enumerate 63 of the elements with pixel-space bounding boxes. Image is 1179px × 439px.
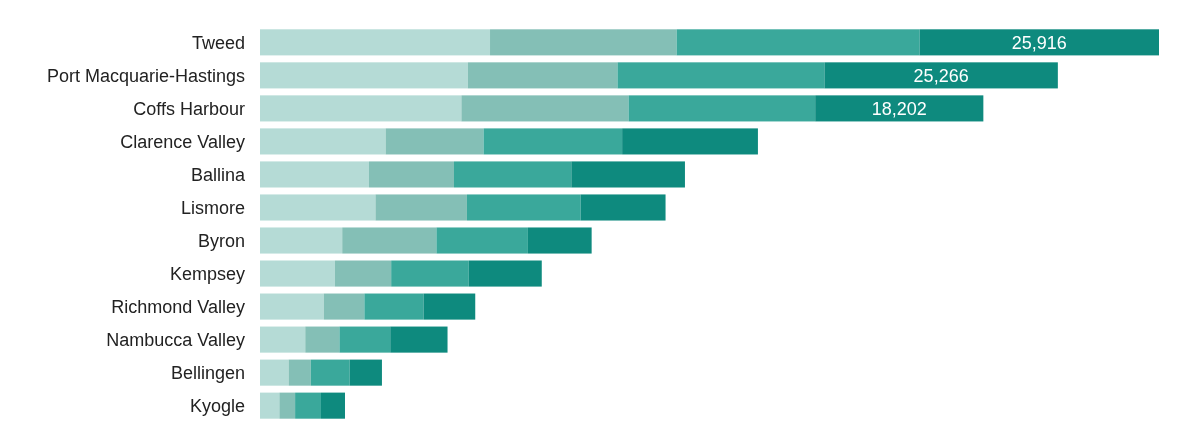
bar bbox=[468, 260, 542, 287]
bar bbox=[260, 29, 491, 56]
y-tick-label: Nambucca Valley bbox=[106, 329, 245, 350]
bar bbox=[454, 161, 572, 188]
bar bbox=[260, 392, 280, 419]
bar bbox=[295, 392, 321, 419]
bar bbox=[260, 128, 386, 155]
bar bbox=[369, 161, 454, 188]
data-label: 18,202 bbox=[871, 98, 927, 119]
bar bbox=[260, 227, 343, 254]
bar bbox=[391, 260, 469, 287]
bar bbox=[349, 359, 382, 386]
bar bbox=[260, 161, 370, 188]
bar bbox=[423, 293, 476, 320]
bar bbox=[260, 194, 376, 221]
bar bbox=[436, 227, 528, 254]
bar bbox=[364, 293, 424, 320]
bar bbox=[339, 326, 391, 353]
y-tick-label: Lismore bbox=[180, 197, 245, 218]
bar bbox=[320, 392, 345, 419]
bar bbox=[375, 194, 467, 221]
bar bbox=[467, 62, 618, 89]
bar bbox=[490, 29, 677, 56]
y-tick-label: Richmond Valley bbox=[111, 296, 245, 317]
bar bbox=[288, 359, 311, 386]
bar bbox=[323, 293, 365, 320]
y-tick-label: Ballina bbox=[190, 164, 246, 185]
bar bbox=[527, 227, 592, 254]
bar bbox=[824, 62, 1058, 89]
bar bbox=[676, 29, 920, 56]
bar bbox=[334, 260, 392, 287]
y-tick-label: Kyogle bbox=[189, 395, 245, 416]
bar bbox=[628, 95, 816, 122]
bar bbox=[815, 95, 984, 122]
bar bbox=[466, 194, 581, 221]
bar bbox=[310, 359, 350, 386]
bar bbox=[260, 260, 335, 287]
bar bbox=[279, 392, 296, 419]
bar bbox=[260, 293, 324, 320]
bar bbox=[260, 359, 289, 386]
y-tick-label: Bellingen bbox=[170, 362, 245, 383]
bar bbox=[385, 128, 484, 155]
y-tick-label: Tweed bbox=[191, 32, 245, 53]
bar bbox=[260, 326, 306, 353]
bar bbox=[919, 29, 1159, 56]
bar bbox=[617, 62, 825, 89]
bar bbox=[571, 161, 685, 188]
bar bbox=[580, 194, 666, 221]
bar bbox=[342, 227, 437, 254]
y-tick-label: Byron bbox=[197, 230, 245, 251]
y-tick-label: Port Macquarie-Hastings bbox=[46, 65, 245, 86]
bar bbox=[622, 128, 758, 155]
y-tick-label: Coffs Harbour bbox=[133, 98, 245, 119]
bar bbox=[390, 326, 448, 353]
bar bbox=[260, 95, 462, 122]
bar bbox=[260, 62, 468, 89]
bar bbox=[461, 95, 629, 122]
bar bbox=[483, 128, 623, 155]
bar bbox=[305, 326, 340, 353]
y-tick-label: Kempsey bbox=[169, 263, 245, 284]
data-label: 25,916 bbox=[1011, 32, 1067, 53]
data-label: 25,266 bbox=[913, 65, 969, 86]
y-tick-label: Clarence Valley bbox=[120, 131, 245, 152]
